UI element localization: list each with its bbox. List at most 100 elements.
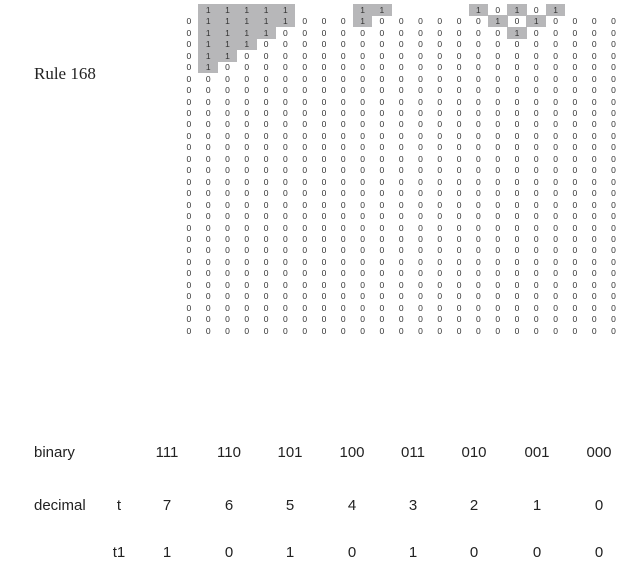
cell-off: 0 xyxy=(186,256,192,267)
cell-off: 0 xyxy=(572,176,578,187)
cell-off: 0 xyxy=(437,199,443,210)
cell-off: 0 xyxy=(186,199,192,210)
cell-off: 0 xyxy=(379,73,385,84)
cell-off: 0 xyxy=(321,73,327,84)
cell-off: 0 xyxy=(533,291,539,302)
cell-off: 0 xyxy=(283,50,288,61)
cell-off: 0 xyxy=(340,279,346,290)
cell-off: 0 xyxy=(302,302,308,313)
cell-off: 0 xyxy=(225,268,230,279)
cell-off: 0 xyxy=(456,302,462,313)
binary-value: 100 xyxy=(339,444,365,461)
t1-value: 1 xyxy=(285,544,295,561)
cell-off: 0 xyxy=(456,256,462,267)
cell-off: 0 xyxy=(456,108,462,119)
cell-off: 0 xyxy=(244,108,250,119)
cell-off: 0 xyxy=(514,314,520,325)
cell-off: 0 xyxy=(553,108,558,119)
binary-value: 001 xyxy=(524,444,550,461)
cell-off: 0 xyxy=(302,142,308,153)
cell-off: 0 xyxy=(533,245,539,256)
cell-off: 0 xyxy=(379,245,385,256)
decimal-value: 5 xyxy=(285,497,295,514)
cell-off: 0 xyxy=(611,85,616,96)
cell-off: 0 xyxy=(533,256,539,267)
cell-off: 0 xyxy=(553,199,558,210)
cell-off: 0 xyxy=(418,245,423,256)
cell-off: 0 xyxy=(398,256,404,267)
cell-off: 0 xyxy=(572,96,578,107)
cell-off: 0 xyxy=(553,325,558,336)
cell-off: 0 xyxy=(456,233,462,244)
cell-off: 0 xyxy=(360,108,365,119)
t1-value: 1 xyxy=(408,544,418,561)
cell-off: 0 xyxy=(302,233,308,244)
cell-off: 0 xyxy=(321,27,327,38)
cell-off: 0 xyxy=(205,245,211,256)
t1-value: 0 xyxy=(532,544,542,561)
cell-off: 0 xyxy=(205,119,211,130)
cell-off: 0 xyxy=(476,199,481,210)
cell-off: 0 xyxy=(611,142,616,153)
cell-off: 0 xyxy=(360,314,365,325)
cell-off: 0 xyxy=(611,39,616,50)
cell-off: 0 xyxy=(225,302,230,313)
cell-off: 0 xyxy=(437,188,443,199)
cell-off: 0 xyxy=(321,62,327,73)
cell-off: 0 xyxy=(321,39,327,50)
cell-off: 0 xyxy=(514,211,520,222)
cell-off: 0 xyxy=(418,256,423,267)
cell-off: 0 xyxy=(456,165,462,176)
cell-off: 0 xyxy=(321,233,327,244)
cell-off: 0 xyxy=(495,50,501,61)
cell-off: 0 xyxy=(533,39,539,50)
cell-on: 1 xyxy=(507,26,527,39)
cell-off: 0 xyxy=(225,233,230,244)
cell-off: 0 xyxy=(263,39,269,50)
cell-off: 0 xyxy=(244,96,250,107)
cell-off: 0 xyxy=(591,268,597,279)
cell-off: 0 xyxy=(476,130,481,141)
cell-off: 0 xyxy=(225,211,230,222)
cell-off: 0 xyxy=(205,325,211,336)
cell-off: 0 xyxy=(533,188,539,199)
cell-off: 0 xyxy=(379,302,385,313)
cell-off: 0 xyxy=(553,96,558,107)
cell-off: 0 xyxy=(437,245,443,256)
cell-off: 0 xyxy=(514,245,520,256)
cell-off: 0 xyxy=(225,245,230,256)
cell-off: 0 xyxy=(283,233,288,244)
cell-off: 0 xyxy=(244,62,250,73)
cell-off: 0 xyxy=(553,302,558,313)
cell-off: 0 xyxy=(495,119,501,130)
cell-off: 0 xyxy=(302,199,308,210)
cell-off: 0 xyxy=(321,96,327,107)
cell-off: 0 xyxy=(283,279,288,290)
cell-off: 0 xyxy=(302,245,308,256)
cell-on: 1 xyxy=(372,4,392,16)
cell-off: 0 xyxy=(553,153,558,164)
cell-off: 0 xyxy=(302,130,308,141)
cell-off: 0 xyxy=(398,108,404,119)
cell-off: 0 xyxy=(591,199,597,210)
cell-off: 0 xyxy=(302,96,308,107)
cell-off: 0 xyxy=(611,302,616,313)
cell-off: 0 xyxy=(321,291,327,302)
cell-off: 0 xyxy=(514,176,520,187)
cell-off: 0 xyxy=(495,153,501,164)
cell-off: 0 xyxy=(398,142,404,153)
cell-off: 0 xyxy=(572,302,578,313)
cell-on: 1 xyxy=(217,38,238,51)
cell-off: 0 xyxy=(263,50,269,61)
cell-off: 0 xyxy=(321,108,327,119)
cell-off: 0 xyxy=(283,130,288,141)
decimal-value: 1 xyxy=(532,497,542,514)
cell-off: 0 xyxy=(398,302,404,313)
cell-off: 0 xyxy=(553,130,558,141)
cell-off: 0 xyxy=(514,302,520,313)
cell-off: 0 xyxy=(340,188,346,199)
cell-off: 0 xyxy=(553,211,558,222)
cell-off: 0 xyxy=(379,62,385,73)
cell-off: 0 xyxy=(553,39,558,50)
